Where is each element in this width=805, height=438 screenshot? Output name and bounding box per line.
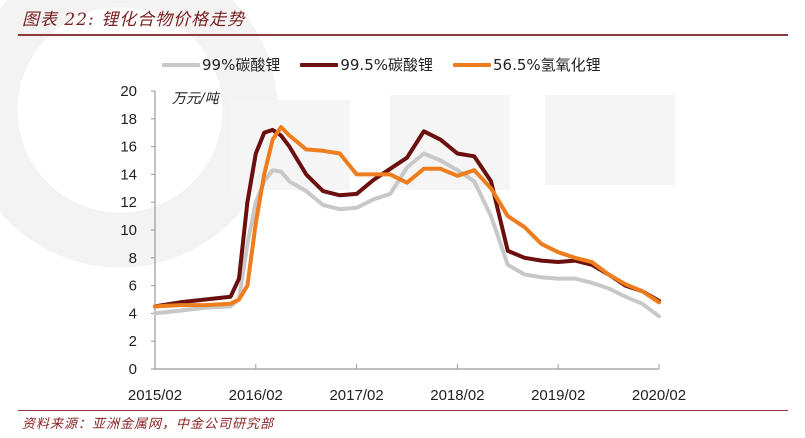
y-tick-label: 18 (120, 111, 137, 128)
y-tick-label: 8 (129, 250, 137, 267)
legend-label: 99%碳酸锂 (202, 56, 281, 74)
legend-swatch-gray (162, 62, 200, 67)
chart-title: 图表 22: 锂化合物价格走势 (22, 10, 246, 30)
y-axis-labels: 0 2 4 6 8 10 12 14 16 18 20 (120, 83, 137, 378)
y-axis-unit-label: 万元/吨 (172, 91, 219, 107)
series-line-0 (153, 151, 661, 319)
x-tick-label: 2016/02 (229, 387, 283, 404)
x-tick-label: 2018/02 (430, 387, 484, 404)
y-tick-label: 10 (120, 222, 137, 239)
legend-item-lithium-hydroxide: 56.5%氢氧化锂 (453, 54, 601, 75)
legend-item-99-5-lithium-carbonate: 99.5%碳酸锂 (300, 54, 433, 75)
legend-label: 56.5%氢氧化锂 (493, 56, 601, 74)
y-tick-label: 2 (129, 333, 137, 350)
chart-legend: 99%碳酸锂 99.5%碳酸锂 56.5%氢氧化锂 (162, 54, 621, 75)
source-divider (18, 410, 788, 411)
series-line-2 (153, 125, 661, 309)
source-note: 资料来源：亚洲金属网，中金公司研究部 (22, 417, 275, 432)
y-tick-label: 14 (120, 166, 137, 183)
y-tick-label: 20 (120, 83, 137, 100)
y-tick-label: 16 (120, 139, 137, 156)
legend-swatch-darkred (300, 62, 339, 67)
chart-axes (151, 90, 660, 370)
x-tick-label: 2020/02 (632, 387, 686, 404)
legend-item-99-lithium-carbonate: 99%碳酸锂 (162, 54, 280, 75)
y-tick-label: 4 (129, 305, 137, 322)
x-tick-label: 2017/02 (329, 387, 383, 404)
legend-swatch-orange (453, 62, 491, 67)
title-divider (18, 34, 788, 36)
series-line-1 (153, 127, 661, 309)
x-tick-label: 2015/02 (128, 387, 182, 404)
y-tick-label: 6 (129, 278, 137, 295)
chart-series (153, 125, 661, 319)
y-tick-label: 0 (129, 361, 137, 378)
x-axis-labels: 2015/02 2016/02 2017/02 2018/02 2019/02 2020/… (128, 387, 686, 404)
x-tick-label: 2019/02 (531, 387, 585, 404)
legend-label: 99.5%碳酸锂 (340, 56, 433, 74)
y-tick-label: 12 (120, 194, 137, 211)
